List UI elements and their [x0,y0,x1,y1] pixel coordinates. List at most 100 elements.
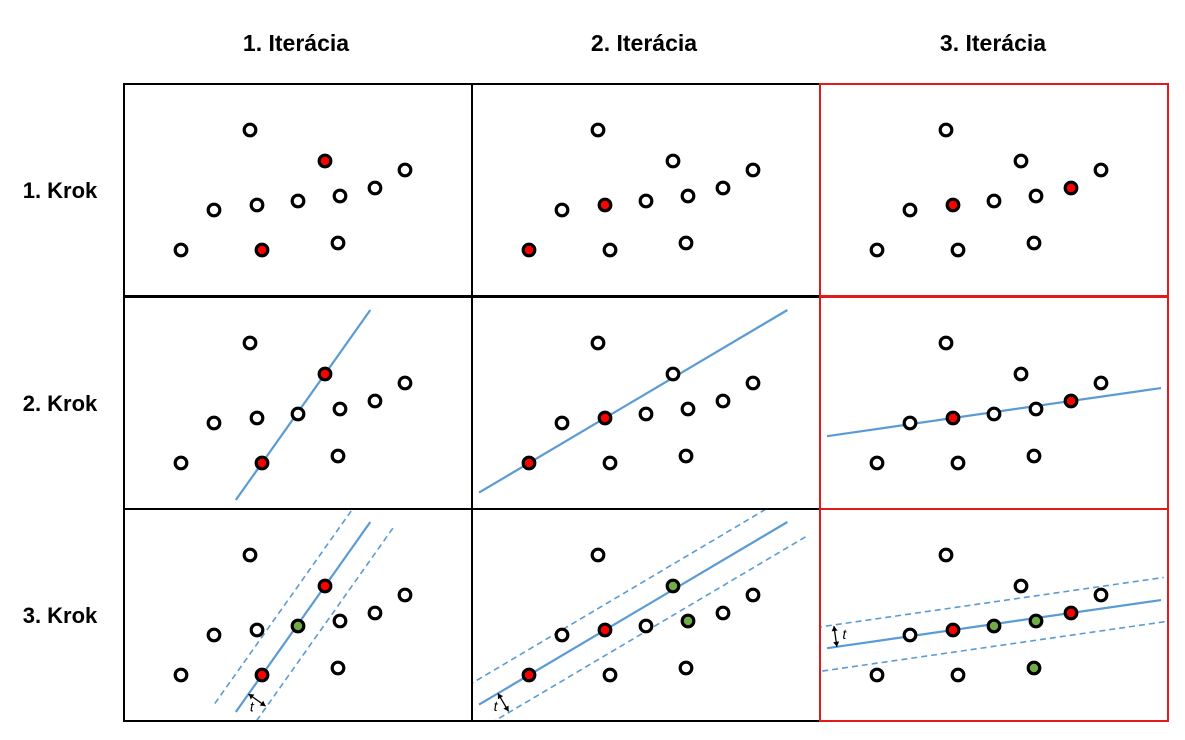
data-point [397,587,413,603]
data-point [397,162,413,178]
threshold-arrow [248,693,266,707]
data-point [986,406,1002,422]
data-point [173,242,189,258]
data-point [173,455,189,471]
column-header-1: 1. Iterácia [242,30,350,56]
data-point [332,401,348,417]
data-point [945,410,961,426]
data-point [745,375,761,391]
row-header-2: 2. Krok [22,391,98,416]
scatter-plot: t [473,510,806,720]
threshold-arrow [831,625,840,647]
threshold-line-lower [821,576,1164,628]
data-point [950,455,966,471]
data-point [330,235,346,251]
data-point [249,410,265,426]
scatter-plot [173,309,413,501]
data-point [332,613,348,629]
threshold-line-lower [256,527,394,720]
data-point [938,335,954,351]
threshold-label: t [250,698,255,714]
data-point [597,622,613,638]
data-point [1028,613,1044,629]
threshold-line-upper [213,510,353,705]
cell-iteration-2-step-3: t [471,508,821,722]
data-point [554,415,570,431]
cell-iteration-1-step-3: t [123,508,473,722]
threshold-label: t [494,698,499,714]
data-point [242,122,258,138]
cell-iteration-3-step-3: t [819,508,1169,722]
data-point [242,335,258,351]
threshold-line-upper [473,510,767,684]
data-point [602,667,618,683]
data-point [242,547,258,563]
cell-iteration-3-step-2 [819,296,1169,510]
data-point [1093,587,1109,603]
data-point [590,547,606,563]
data-point [554,202,570,218]
data-point [1028,401,1044,417]
data-point [602,455,618,471]
cell-iteration-1-step-2 [123,296,473,510]
data-point [1013,578,1029,594]
data-point [590,335,606,351]
data-point [1063,605,1079,621]
data-point [521,455,537,471]
data-point [206,415,222,431]
scatter-plot [173,122,413,258]
data-point [945,197,961,213]
model-line [234,521,372,713]
data-point [638,618,654,634]
data-point [254,242,270,258]
data-point [317,366,333,382]
threshold-line-upper [822,620,1167,672]
scatter-plot: t [821,547,1167,683]
cell-iteration-3-step-1 [819,83,1169,297]
data-point [1026,235,1042,251]
data-point [597,410,613,426]
data-point [986,193,1002,209]
data-point [206,627,222,643]
data-point [680,401,696,417]
scatter-plot [478,309,788,494]
data-point [665,366,681,382]
data-point [665,153,681,169]
data-point [602,242,618,258]
data-point [950,242,966,258]
data-point [869,667,885,683]
data-point [1093,162,1109,178]
threshold-line-lower [494,536,806,720]
data-point [367,180,383,196]
scatter-plot [826,335,1162,471]
data-point [317,578,333,594]
data-point [367,605,383,621]
data-point [249,622,265,638]
data-point [290,193,306,209]
data-point [938,547,954,563]
data-point [1026,660,1042,676]
data-point [715,180,731,196]
cell-iteration-2-step-1 [471,83,821,297]
data-point [902,627,918,643]
data-point [254,455,270,471]
data-point [1026,448,1042,464]
data-point [1063,393,1079,409]
data-point [938,122,954,138]
data-point [330,448,346,464]
data-point [745,587,761,603]
data-point [680,613,696,629]
data-point [521,667,537,683]
column-header-3: 3. Iterácia [939,30,1047,56]
scatter-plot [521,122,761,258]
data-point [397,375,413,391]
data-point [173,667,189,683]
data-point [1063,180,1079,196]
row-header-1: 1. Krok [22,178,98,203]
data-point [590,122,606,138]
data-point [680,188,696,204]
data-point [665,578,681,594]
data-point [1013,366,1029,382]
data-point [869,455,885,471]
data-point [869,242,885,258]
